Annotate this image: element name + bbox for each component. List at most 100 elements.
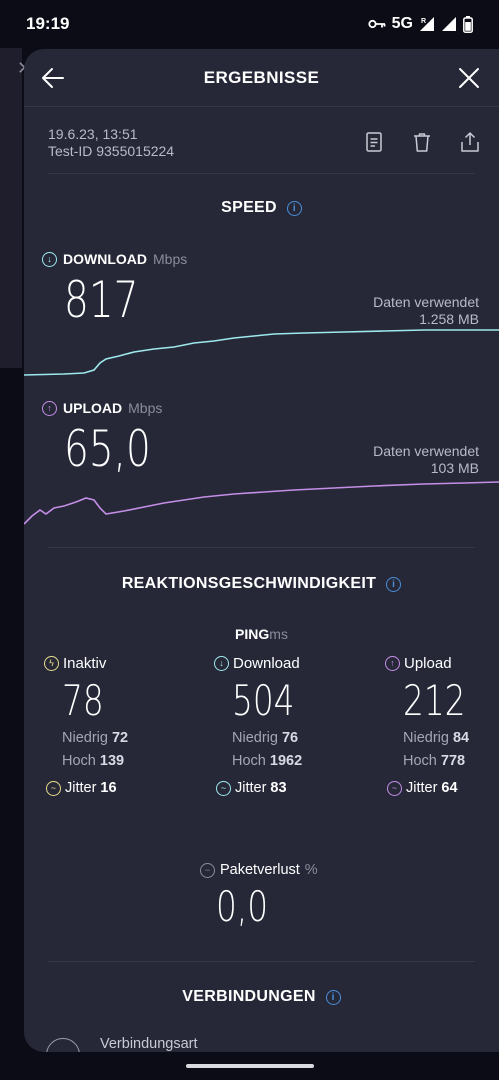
ping-download-high: Hoch 1962 <box>232 751 354 772</box>
upload-data-label: Daten verwendet <box>373 443 479 459</box>
result-actions <box>363 131 481 153</box>
ping-header: PINGms <box>24 626 499 642</box>
upload-graph <box>24 481 499 525</box>
battery-icon <box>463 15 473 33</box>
svg-text:R: R <box>421 18 426 25</box>
test-id: Test-ID 9355015224 <box>48 143 175 159</box>
ping-upload-low: Niedrig 84 <box>403 728 499 749</box>
results-sheet: ERGEBNISSE 19.6.23, 13:51 Test-ID 935501… <box>24 49 499 1052</box>
jitter-label: Jitter <box>235 780 267 796</box>
high-label: Hoch <box>62 753 96 769</box>
ping-upload: ↑ Upload 212 Niedrig 84 Hoch 778 ~ Jitte… <box>385 655 499 796</box>
close-icon[interactable] <box>457 66 481 90</box>
ping-upload-label-text: Upload <box>404 655 452 672</box>
upload-arrow-icon: ↑ <box>42 400 57 416</box>
divider <box>48 173 475 174</box>
packet-loss-label: − Paketverlust % <box>200 862 360 878</box>
status-icons: 5G R <box>368 15 473 33</box>
ping-upload-label: ↑ Upload <box>385 655 499 672</box>
packet-loss-unit: % <box>304 862 318 878</box>
key-icon <box>368 19 386 29</box>
ping-download: ↓ Download 504 Niedrig 76 Hoch 1962 ~ Ji… <box>214 655 354 796</box>
ping-upload-high: Hoch 778 <box>403 751 499 772</box>
jitter-icon: ~ <box>387 780 402 796</box>
jitter-label: Jitter <box>406 780 438 796</box>
divider <box>48 961 475 962</box>
info-icon[interactable]: i <box>386 576 402 592</box>
high-value: 139 <box>99 753 125 769</box>
download-data-label: Daten verwendet <box>373 294 479 310</box>
jitter-value: 16 <box>100 780 117 796</box>
connection-type-icon <box>46 1038 80 1052</box>
status-time: 19:19 <box>26 14 70 33</box>
upload-value: 65,0 <box>64 420 151 478</box>
ping-unit: ms <box>269 626 288 642</box>
connection-type-row[interactable]: Verbindungsart <box>46 1036 198 1052</box>
ping-download-label: ↓ Download <box>214 655 354 672</box>
upload-label-text: UPLOAD <box>63 400 123 416</box>
high-label: Hoch <box>232 753 266 769</box>
ping-idle: ϟ Inaktiv 78 Niedrig 72 Hoch 139 ~ Jitte… <box>44 655 184 796</box>
high-label: Hoch <box>403 753 437 769</box>
jitter-icon: ~ <box>216 780 231 796</box>
ping-upload-jitter: ~ Jitter 64 <box>387 780 499 796</box>
jitter-value: 64 <box>441 780 458 796</box>
network-type: 5G <box>391 15 413 32</box>
download-data-used: Daten verwendet 1.258 MB <box>373 294 479 328</box>
download-arrow-icon: ↓ <box>214 656 229 671</box>
low-label: Niedrig <box>62 730 108 746</box>
download-data-value: 1.258 MB <box>419 311 479 327</box>
jitter-icon: ~ <box>46 780 61 796</box>
signal-icon <box>442 17 456 31</box>
reaction-title-text: REAKTIONSGESCHWINDIGKEIT <box>121 575 377 592</box>
high-value: 1962 <box>269 753 303 769</box>
background-app <box>0 48 22 368</box>
reaction-section-title: REAKTIONSGESCHWINDIGKEIT i <box>24 575 499 593</box>
speed-title-text: SPEED <box>221 199 277 216</box>
packet-loss-value: 0,0 <box>216 882 269 931</box>
connections-section-title: VERBINDUNGEN i <box>24 988 499 1006</box>
info-icon[interactable]: i <box>325 989 341 1005</box>
connection-type-label: Verbindungsart <box>100 1036 198 1052</box>
ping-download-jitter: ~ Jitter 83 <box>216 780 354 796</box>
info-icon[interactable]: i <box>286 200 302 216</box>
download-graph <box>24 329 499 376</box>
download-value: 817 <box>64 271 139 329</box>
document-icon[interactable] <box>363 131 385 153</box>
ping-idle-value: 78 <box>62 676 104 725</box>
test-date: 19.6.23, 13:51 <box>48 126 138 142</box>
upload-data-value: 103 MB <box>430 460 479 476</box>
gesture-nav-bar[interactable] <box>186 1064 314 1068</box>
arrow-left-icon[interactable] <box>40 65 66 91</box>
ping-idle-high: Hoch 139 <box>62 751 184 772</box>
divider <box>48 547 475 548</box>
status-bar: 19:19 5G R <box>0 0 499 48</box>
upload-data-used: Daten verwendet 103 MB <box>373 443 479 477</box>
share-icon[interactable] <box>459 131 481 153</box>
idle-icon: ϟ <box>44 656 59 671</box>
ping-download-low: Niedrig 76 <box>232 728 354 749</box>
jitter-value: 83 <box>270 780 287 796</box>
ping-idle-label-text: Inaktiv <box>63 655 107 672</box>
download-unit: Mbps <box>153 251 188 267</box>
ping-label: PING <box>235 626 270 642</box>
trash-icon[interactable] <box>411 131 433 153</box>
download-label-text: DOWNLOAD <box>63 251 147 267</box>
low-value: 72 <box>111 730 129 746</box>
connections-title-text: VERBINDUNGEN <box>182 988 316 1005</box>
results-header: ERGEBNISSE <box>24 49 499 107</box>
jitter-label: Jitter <box>65 780 97 796</box>
upload-label: ↑ UPLOAD Mbps <box>42 400 162 416</box>
packet-loss-label-text: Paketverlust <box>220 862 300 878</box>
ping-idle-label: ϟ Inaktiv <box>44 655 184 672</box>
signal-icon: R <box>420 17 434 31</box>
speed-section-title: SPEED i <box>24 199 499 217</box>
upload-unit: Mbps <box>128 400 163 416</box>
ping-download-value: 504 <box>232 676 295 725</box>
page-title: ERGEBNISSE <box>203 67 320 87</box>
download-label: ↓ DOWNLOAD Mbps <box>42 251 187 267</box>
low-value: 84 <box>452 730 470 746</box>
ping-download-label-text: Download <box>233 655 300 672</box>
low-value: 76 <box>281 730 299 746</box>
packet-loss-icon: − <box>200 862 215 878</box>
